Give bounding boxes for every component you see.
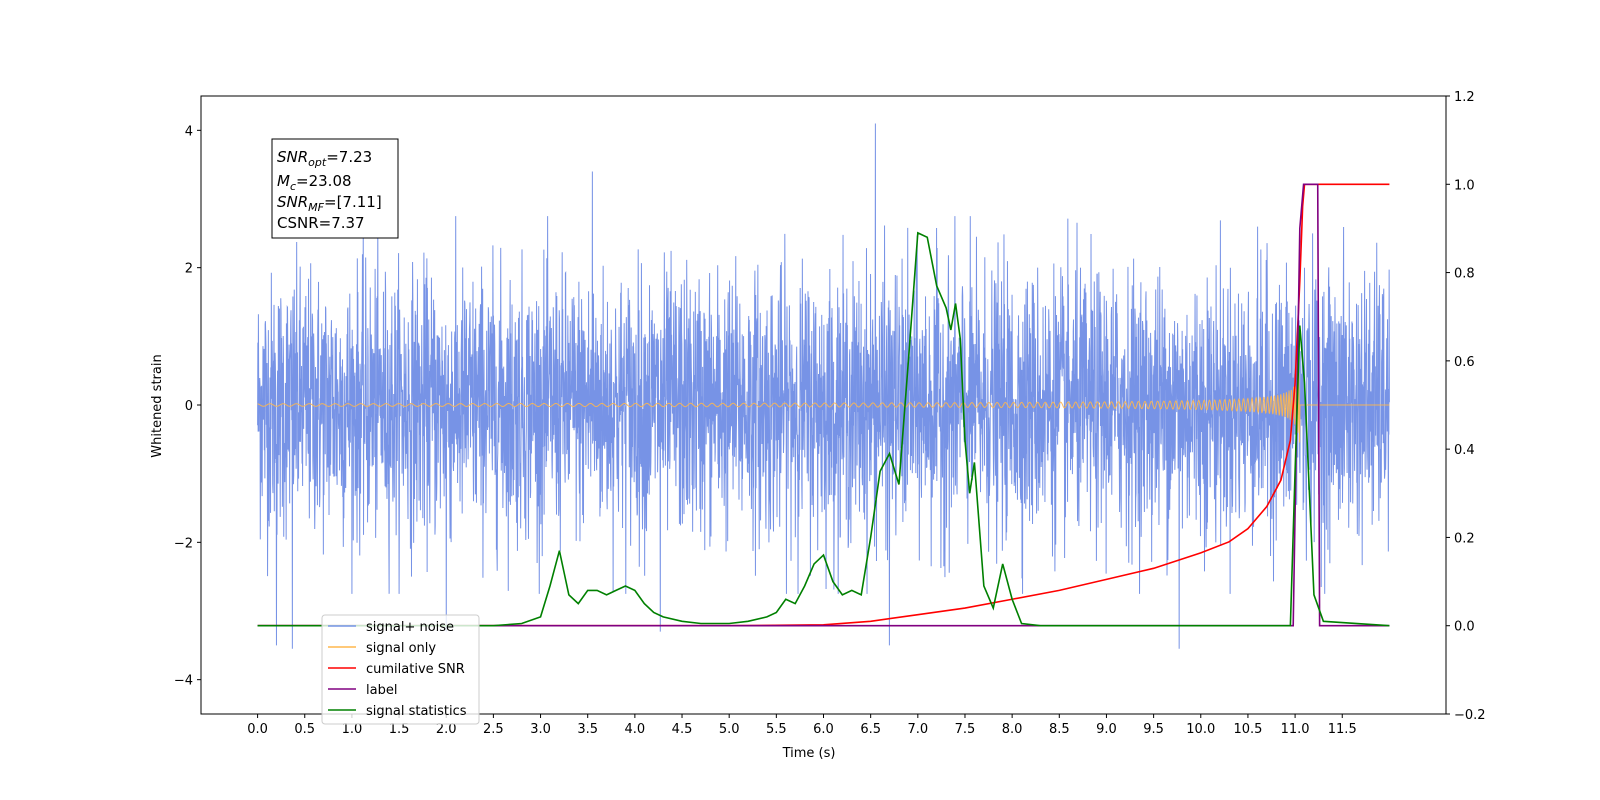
- y2-tick-label: 1.2: [1454, 90, 1475, 105]
- y2-tick-label: 0.4: [1454, 443, 1475, 458]
- x-tick-label: 3.5: [577, 722, 598, 737]
- legend-label-signal-statistics: signal statistics: [366, 704, 467, 719]
- legend-frame: [321, 614, 480, 725]
- x-tick-label: 8.5: [1049, 722, 1070, 737]
- y-tick-label: 4: [185, 124, 193, 139]
- x-tick-label: 1.5: [389, 722, 410, 737]
- x-tick-label: 7.0: [907, 722, 928, 737]
- series-line-cumilative-snr: [257, 183, 1390, 627]
- y2-tick-label: 0.6: [1454, 355, 1475, 370]
- annotation-line-chirp-mass: Mc=23.08: [277, 172, 352, 193]
- legend-label-label: label: [366, 683, 397, 698]
- x-tick-label: 9.0: [1096, 722, 1117, 737]
- y-tick-label: −2: [174, 536, 193, 551]
- mc-subscript: c: [290, 180, 296, 193]
- x-tick-label: 4.5: [672, 722, 693, 737]
- x-tick-label: 11.5: [1328, 722, 1357, 737]
- x-tick-label: 5.5: [766, 722, 787, 737]
- series-line-signal-noise: [257, 123, 1390, 649]
- y2-tick-label: 0.0: [1454, 620, 1475, 635]
- y-tick-label: −4: [174, 674, 193, 689]
- x-tick-label: 5.0: [719, 722, 740, 737]
- x-tick-label: 7.5: [955, 722, 976, 737]
- annotation-line-snr-mf: SNRMF=[7.11]: [277, 193, 382, 214]
- x-tick-label: 6.0: [813, 722, 834, 737]
- y2-tick-label: 0.2: [1454, 531, 1475, 546]
- legend-label-cumulative-snr: cumilative SNR: [366, 662, 465, 677]
- y-tick-label: 0: [185, 399, 193, 414]
- plot-layer: [257, 123, 1390, 649]
- y2-tick-label: 0.8: [1454, 267, 1475, 282]
- x-tick-label: 10.0: [1186, 722, 1215, 737]
- snr-mf-subscript: MF: [308, 201, 324, 214]
- x-tick-label: 2.5: [483, 722, 504, 737]
- annotation-line-snr-opt: SNRopt=7.23: [277, 148, 372, 169]
- mc-value: =23.08: [296, 172, 352, 190]
- x-tick-label: 9.5: [1143, 722, 1164, 737]
- legend-label-signal-only: signal only: [366, 641, 436, 656]
- annotation-frame: [271, 138, 399, 239]
- y-tick-label: 2: [185, 262, 193, 277]
- snr-opt-symbol: SNR: [277, 148, 308, 166]
- x-tick-label: 10.5: [1233, 722, 1262, 737]
- y2-tick-label: 1.0: [1454, 178, 1475, 193]
- snr-mf-value: =[7.11]: [324, 193, 382, 211]
- x-tick-label: 1.0: [342, 722, 363, 737]
- x-tick-label: 0.5: [294, 722, 315, 737]
- x-tick-label: 11.0: [1281, 722, 1310, 737]
- series-line-signal-statistics: [257, 231, 1390, 627]
- series-line-signal-only: [257, 372, 1390, 443]
- x-tick-label: 8.0: [1002, 722, 1023, 737]
- series-line-label: [257, 183, 1390, 627]
- legend: signal+ noise signal only cumilative SNR…: [321, 614, 480, 725]
- x-tick-label: 0.0: [247, 722, 268, 737]
- axes-layer: 0.0 0.5 1.0 1.5 2.0 2.5 3.0 3.5 4.0 4.5 5.0 5.5 6.0 6…: [174, 90, 1486, 737]
- snr-annotation-box: SNRopt=7.23 Mc=23.08 SNRMF=[7.11] CSNR=7…: [271, 138, 399, 239]
- y2-tick-label: −0.2: [1454, 708, 1486, 723]
- snr-opt-subscript: opt: [308, 156, 327, 169]
- legend-label-signal-noise: signal+ noise: [366, 620, 454, 635]
- mc-symbol: M: [277, 172, 290, 190]
- snr-mf-symbol: SNR: [277, 193, 308, 211]
- x-tick-label: 6.5: [860, 722, 881, 737]
- annotation-line-csnr: CSNR=7.37: [277, 214, 365, 232]
- x-axis-label: Time (s): [782, 746, 836, 761]
- snr-opt-value: =7.23: [326, 148, 372, 166]
- x-tick-label: 4.0: [625, 722, 646, 737]
- x-tick-label: 2.0: [436, 722, 457, 737]
- x-tick-label: 3.0: [530, 722, 551, 737]
- y-axis-label: Whitened strain: [150, 354, 165, 457]
